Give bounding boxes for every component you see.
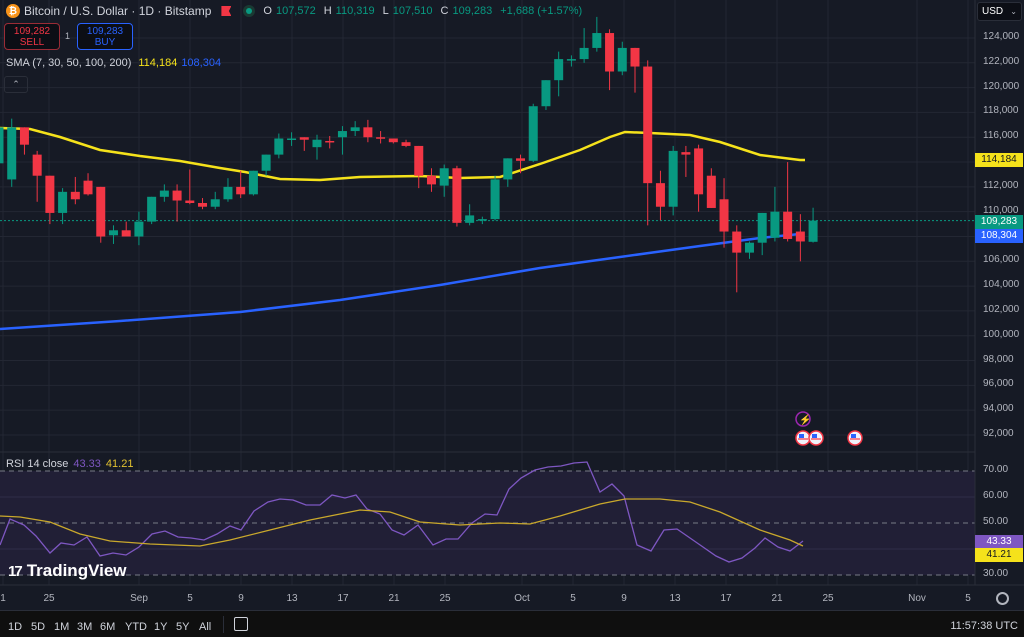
close-label: C (440, 5, 449, 17)
rsi-value: 43.33 (73, 458, 101, 470)
time-tick: 13 (669, 593, 681, 604)
time-tick: 9 (621, 593, 627, 604)
rsi-tick: 70.00 (983, 464, 1009, 475)
bitcoin-icon: ₿ (6, 4, 20, 18)
buy-price: 109,283 (86, 25, 124, 37)
price-tick: 122,000 (983, 55, 1020, 67)
time-tick: 1 (0, 593, 6, 604)
time-tick: 21 (388, 593, 400, 604)
toolbar-divider (223, 616, 224, 633)
sma-yellow-price-label: 114,184 (975, 153, 1023, 167)
rsi-tick: 30.00 (983, 568, 1009, 579)
go-to-date-calendar-icon[interactable] (234, 617, 248, 631)
collapse-legend-button[interactable]: ⌃ (4, 76, 28, 93)
open-label: O (263, 5, 272, 17)
market-open-icon (243, 5, 256, 17)
sma-blue-price-label: 108,304 (975, 229, 1023, 243)
time-tick: Nov (908, 593, 926, 604)
time-tick: 17 (337, 593, 349, 604)
spread-value: 1 (65, 31, 71, 41)
high-value: 110,319 (335, 5, 375, 17)
price-tick: 110,000 (983, 204, 1019, 216)
symbol-title[interactable]: Bitcoin / U.S. Dollar · 1D · Bitstamp (24, 4, 212, 18)
price-tick: 106,000 (983, 254, 1020, 266)
chevron-up-icon: ⌃ (12, 79, 20, 89)
sell-price: 109,282 (13, 25, 51, 37)
range-button-all[interactable]: All (199, 621, 212, 633)
low-label: L (382, 5, 389, 17)
utc-clock[interactable]: 11:57:38 UTC (950, 620, 1018, 632)
flag-icon[interactable] (221, 6, 232, 16)
rsi-price-label: 43.33 (975, 535, 1023, 549)
tradingview-mark-icon: 17 (8, 562, 23, 580)
currency-value: USD (982, 6, 1004, 17)
chevron-down-icon: ⌄ (1010, 7, 1017, 16)
buy-label: BUY (94, 36, 116, 48)
price-tick: 104,000 (983, 279, 1020, 291)
sma-label: SMA (7, 30, 50, 100, 200) (6, 57, 132, 69)
tradingview-logo[interactable]: 17 TradingView (8, 561, 127, 581)
time-tick: Sep (130, 593, 148, 604)
price-tick: 94,000 (983, 403, 1014, 415)
range-button-ytd[interactable]: YTD (125, 621, 147, 633)
time-tick: 5 (187, 593, 193, 604)
rsi-ma-value: 41.21 (105, 458, 134, 470)
close-value: 109,283 (452, 5, 493, 17)
range-button-6m[interactable]: 6M (100, 621, 116, 633)
price-tick: 120,000 (983, 80, 1020, 92)
symbol-legend: ₿ Bitcoin / U.S. Dollar · 1D · Bitstamp … (6, 4, 582, 18)
sell-button[interactable]: 109,282 SELL (4, 23, 60, 50)
change-value: +1,688 (+1.57%) (500, 5, 583, 17)
svg-text:⚡: ⚡ (799, 413, 811, 426)
settings-gear-icon[interactable] (996, 592, 1009, 605)
price-tick: 112,000 (983, 179, 1019, 191)
rsi-tick: 50.00 (983, 516, 1009, 527)
range-button-3m[interactable]: 3M (77, 621, 93, 633)
sma-value-yellow: 114,184 (138, 57, 178, 69)
sma-value-blue: 108,304 (181, 57, 222, 69)
range-button-5d[interactable]: 5D (31, 621, 46, 633)
time-tick: 17 (720, 593, 732, 604)
sma-legend[interactable]: SMA (7, 30, 50, 100, 200) 114,184 108,30… (6, 57, 221, 69)
price-tick: 92,000 (983, 427, 1014, 439)
last-price-label: 109,283 (975, 215, 1023, 229)
time-tick: 25 (43, 593, 55, 604)
rsi-tick: 60.00 (983, 490, 1009, 501)
range-button-1y[interactable]: 1Y (154, 621, 168, 633)
currency-select[interactable]: USD ⌄ (977, 2, 1022, 21)
price-tick: 98,000 (983, 353, 1014, 365)
price-tick: 118,000 (983, 105, 1019, 117)
time-tick: 13 (286, 593, 298, 604)
buy-button[interactable]: 109,283 BUY (77, 23, 133, 50)
low-value: 107,510 (392, 5, 433, 17)
price-tick: 116,000 (983, 130, 1019, 142)
time-tick: Oct (514, 593, 530, 604)
price-tick: 100,000 (983, 328, 1020, 340)
time-tick: 25 (439, 593, 451, 604)
time-tick: 5 (570, 593, 576, 604)
sell-label: SELL (19, 36, 45, 48)
price-tick: 102,000 (983, 303, 1020, 315)
price-tick: 124,000 (983, 31, 1020, 42)
range-button-5y[interactable]: 5Y (176, 621, 190, 633)
time-tick: 5 (965, 593, 971, 604)
rsi-label: RSI 14 close (6, 458, 69, 470)
tradingview-wordmark: TradingView (26, 561, 127, 580)
open-value: 107,572 (275, 5, 316, 17)
range-button-1m[interactable]: 1M (54, 621, 70, 633)
high-label: H (323, 5, 332, 17)
time-tick: 25 (822, 593, 834, 604)
price-tick: 96,000 (983, 378, 1014, 390)
rsi-legend[interactable]: RSI 14 close 43.33 41.21 (6, 458, 133, 470)
time-tick: 9 (238, 593, 244, 604)
range-button-1d[interactable]: 1D (8, 621, 23, 633)
rsi-ma-price-label: 41.21 (975, 548, 1023, 562)
time-tick: 21 (771, 593, 783, 604)
bottom-toolbar: 1D 5D 1M 3M 6M YTD 1Y 5Y All 11:57:38 UTC (0, 610, 1024, 637)
price-chart-canvas[interactable]: ⚡ (0, 0, 1024, 610)
